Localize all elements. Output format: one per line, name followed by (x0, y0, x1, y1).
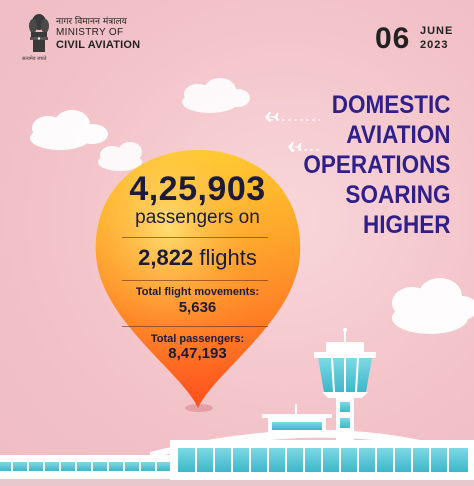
location-pin-icon (95, 150, 301, 412)
headline-line: DOMESTIC (331, 91, 450, 119)
date-month: JUNE (420, 25, 454, 37)
total-passengers-label: Total passengers: (150, 333, 245, 345)
emblem-motto: सत्यमेव जयते (22, 56, 47, 62)
airplane-icon (255, 112, 320, 122)
movements-value: 5,636 (178, 299, 217, 316)
headline-line: AVIATION (345, 121, 450, 149)
ministry-name-hindi: नागर विमानन मंत्रालय (56, 17, 127, 27)
divider (122, 326, 268, 327)
ministry-name-line1: MINISTRY OF (56, 27, 124, 38)
passengers-value: 4,25,903 (129, 170, 266, 208)
divider (122, 237, 268, 238)
cloud-icon (182, 78, 250, 113)
movements-label: Total flight movements: (135, 286, 260, 298)
cloud-icon (392, 278, 474, 334)
flights-stat: 2,822 flights (85, 245, 310, 271)
national-emblem-icon (29, 14, 49, 52)
flights-value: 2,822 (138, 245, 194, 270)
airport-terminal-icon (0, 404, 474, 480)
ministry-name-line2: CIVIL AVIATION (56, 39, 141, 51)
cloud-icon (30, 110, 108, 150)
total-passengers-value: 8,47,193 (168, 345, 227, 362)
cloud-icon (98, 142, 142, 171)
headline-line: SOARING (344, 181, 450, 209)
date-year: 2023 (420, 39, 449, 51)
flights-caption: flights (199, 245, 257, 270)
headline-line: HIGHER (362, 211, 450, 239)
airplane-icon (278, 142, 322, 152)
passengers-stat: 4,25,903 passengers on (85, 170, 310, 229)
control-tower-icon (314, 328, 376, 445)
passengers-caption: passengers on (135, 207, 260, 228)
headline: DOMESTIC AVIATION OPERATIONS SOARING HIG… (303, 90, 450, 240)
date-day: 06 (375, 22, 411, 55)
divider (122, 280, 268, 281)
headline-line: OPERATIONS (302, 151, 450, 179)
